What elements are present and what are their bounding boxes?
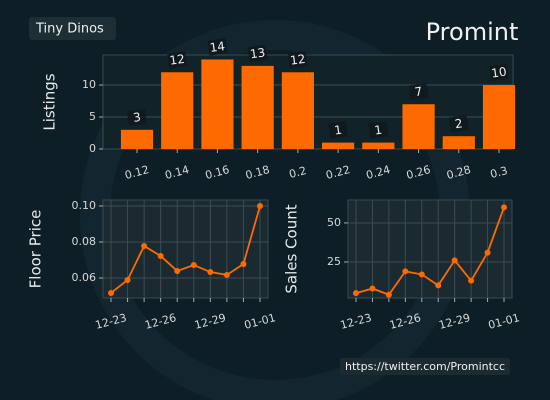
point bbox=[418, 271, 425, 278]
line bbox=[355, 207, 505, 296]
data-label-box bbox=[207, 38, 228, 56]
footer-link[interactable]: https://twitter.com/Promintcc bbox=[345, 360, 505, 373]
data-label-box bbox=[368, 121, 389, 139]
data-label-box bbox=[167, 51, 188, 69]
data-label-box bbox=[287, 51, 308, 69]
point bbox=[141, 242, 148, 249]
data-label: 1 bbox=[328, 121, 348, 139]
footer-box bbox=[340, 358, 510, 375]
bar bbox=[402, 104, 435, 149]
plot-area bbox=[347, 199, 513, 299]
data-label-text: 13 bbox=[249, 45, 266, 61]
bar bbox=[442, 136, 475, 149]
x-tick-label: 0.2 bbox=[288, 164, 308, 181]
data-label: 1 bbox=[368, 121, 389, 139]
x-tick-label: 0.22 bbox=[324, 163, 351, 182]
data-label-text: 2 bbox=[454, 116, 464, 131]
bar bbox=[281, 72, 314, 149]
y-tick-label: 0.08 bbox=[72, 235, 97, 248]
point bbox=[190, 262, 197, 269]
point bbox=[385, 291, 392, 298]
x-tick-label: 0.18 bbox=[244, 163, 271, 182]
data-label: 2 bbox=[448, 115, 469, 133]
data-label-text: 10 bbox=[490, 65, 507, 81]
logo: Promint bbox=[426, 18, 519, 46]
x-tick-label: 0.12 bbox=[123, 163, 150, 182]
y-axis-label: Floor Price bbox=[27, 210, 45, 289]
y-tick-label: 10 bbox=[82, 78, 96, 91]
data-label-text: 1 bbox=[374, 123, 384, 138]
data-label: 3 bbox=[126, 108, 147, 127]
title: Tiny Dinos bbox=[35, 22, 104, 37]
bar bbox=[362, 142, 395, 149]
title-box bbox=[29, 17, 116, 40]
data-label-text: 3 bbox=[132, 110, 142, 125]
data-label-box bbox=[448, 115, 469, 133]
bar bbox=[482, 85, 516, 149]
data-label-text: 7 bbox=[414, 84, 424, 99]
point bbox=[223, 271, 230, 278]
y-axis-label: Listings bbox=[41, 73, 59, 130]
point bbox=[240, 260, 247, 267]
point bbox=[435, 282, 442, 289]
y-axis-label: Sales Count bbox=[283, 204, 301, 293]
line bbox=[110, 205, 261, 294]
data-label-box bbox=[488, 63, 509, 82]
data-label: 13 bbox=[247, 44, 268, 63]
y-tick-label: 0.06 bbox=[72, 271, 97, 284]
x-tick-label: 0.14 bbox=[164, 163, 191, 182]
bar bbox=[241, 65, 274, 149]
x-tick-label: 0.26 bbox=[405, 163, 432, 182]
data-label: 10 bbox=[488, 63, 509, 82]
x-tick-label: 0.24 bbox=[365, 163, 392, 182]
point bbox=[484, 249, 491, 256]
data-label: 12 bbox=[167, 51, 188, 69]
data-label-text: 1 bbox=[333, 123, 343, 138]
data-label-box bbox=[126, 108, 147, 127]
point bbox=[157, 253, 164, 260]
y-tick-label: 5 bbox=[89, 110, 96, 123]
y-tick-label: 0.10 bbox=[72, 199, 97, 212]
data-label-text: 12 bbox=[289, 52, 306, 68]
data-label-box bbox=[408, 83, 429, 101]
point bbox=[451, 257, 458, 264]
bar bbox=[322, 142, 355, 149]
bar bbox=[120, 129, 154, 149]
y-tick-label: 0 bbox=[89, 142, 96, 155]
point bbox=[353, 290, 359, 297]
x-tick-label: 0.16 bbox=[204, 163, 231, 182]
data-label-text: 14 bbox=[209, 39, 226, 55]
data-label: 12 bbox=[287, 51, 308, 69]
data-label: 7 bbox=[408, 83, 429, 101]
point bbox=[207, 269, 214, 276]
point bbox=[257, 202, 263, 209]
data-label-box bbox=[247, 44, 268, 63]
point bbox=[468, 277, 475, 284]
x-tick-label: 0.3 bbox=[489, 164, 509, 181]
point bbox=[501, 204, 507, 211]
y-tick-label: 25 bbox=[327, 255, 341, 268]
point bbox=[402, 268, 409, 275]
point bbox=[174, 267, 181, 274]
point bbox=[369, 285, 376, 292]
data-label-text: 12 bbox=[169, 52, 186, 68]
plot-area bbox=[102, 199, 269, 299]
data-label-box bbox=[328, 121, 348, 139]
y-tick-label: 50 bbox=[327, 216, 341, 229]
bar bbox=[161, 72, 194, 149]
data-label: 14 bbox=[207, 38, 228, 56]
point bbox=[124, 276, 131, 283]
x-tick-label: 0.28 bbox=[445, 163, 472, 182]
point bbox=[108, 289, 114, 296]
bar bbox=[201, 59, 234, 149]
